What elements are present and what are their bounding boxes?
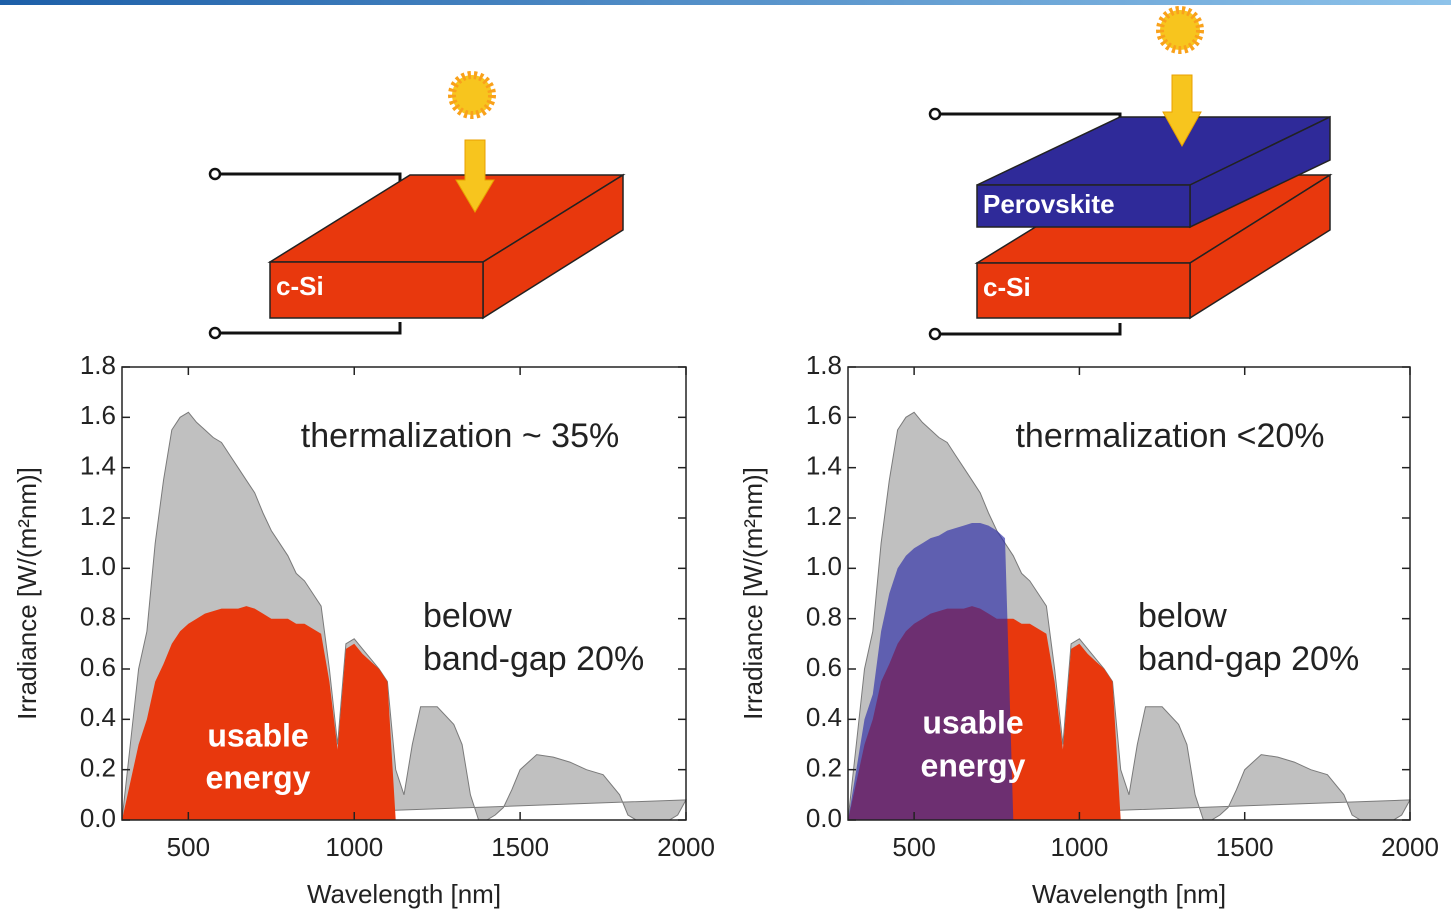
x-axis-label: Wavelength [nm] bbox=[307, 879, 501, 909]
y-tick-label: 0.6 bbox=[806, 652, 842, 682]
x-tick-label: 500 bbox=[167, 832, 210, 862]
annotation: below bbox=[423, 597, 512, 635]
annotation: energy bbox=[921, 747, 1026, 783]
annotation: usable bbox=[207, 717, 308, 753]
annotation: thermalization ~ 35% bbox=[301, 417, 619, 455]
annotation: energy bbox=[206, 759, 311, 795]
y-tick-label: 1.2 bbox=[80, 501, 116, 531]
y-tick-label: 1.8 bbox=[806, 350, 842, 380]
x-tick-label: 2000 bbox=[1381, 832, 1439, 862]
y-tick-label: 0.8 bbox=[80, 602, 116, 632]
plot-frame bbox=[121, 366, 687, 821]
device-left: c-Si bbox=[208, 71, 626, 340]
y-tick-label: 0.4 bbox=[806, 702, 842, 732]
annotation: band-gap 20% bbox=[423, 640, 644, 678]
x-tick-label: 500 bbox=[892, 832, 935, 862]
y-tick-label: 0.8 bbox=[806, 602, 842, 632]
plot-frame bbox=[847, 366, 1411, 821]
x-axis-label: Wavelength [nm] bbox=[1032, 879, 1226, 909]
y-tick-label: 1.8 bbox=[80, 350, 116, 380]
y-tick-label: 1.6 bbox=[80, 400, 116, 430]
spectrum-area bbox=[848, 523, 1014, 820]
annotation: usable bbox=[922, 704, 1023, 740]
x-tick-label: 1500 bbox=[491, 832, 549, 862]
y-tick-label: 0.2 bbox=[806, 753, 842, 783]
layer-label: c-Si bbox=[276, 271, 324, 301]
y-tick-label: 0.6 bbox=[80, 652, 116, 682]
top-bar bbox=[0, 0, 1451, 5]
device-right: Perovskite c-Si bbox=[928, 6, 1333, 341]
annotation: below bbox=[1138, 597, 1227, 635]
spectrum-area bbox=[122, 606, 396, 820]
y-tick-label: 0.0 bbox=[80, 803, 116, 833]
y-tick-label: 1.4 bbox=[806, 451, 842, 481]
y-tick-label: 1.4 bbox=[80, 451, 116, 481]
y-tick-label: 1.0 bbox=[806, 551, 842, 581]
layer-label: Perovskite bbox=[983, 189, 1115, 219]
y-tick-label: 1.0 bbox=[80, 551, 116, 581]
x-tick-label: 1000 bbox=[325, 832, 383, 862]
y-axis-label: Irradiance [W/(m²nm)] bbox=[12, 467, 42, 720]
layer-label: c-Si bbox=[983, 272, 1031, 302]
y-axis-label: Irradiance [W/(m²nm)] bbox=[738, 467, 768, 720]
x-tick-label: 1000 bbox=[1050, 832, 1108, 862]
annotation: band-gap 20% bbox=[1138, 640, 1359, 678]
y-tick-label: 0.2 bbox=[80, 753, 116, 783]
x-tick-label: 1500 bbox=[1216, 832, 1274, 862]
y-tick-label: 0.4 bbox=[80, 702, 116, 732]
y-tick-label: 0.0 bbox=[806, 803, 842, 833]
y-tick-label: 1.2 bbox=[806, 501, 842, 531]
x-tick-label: 2000 bbox=[657, 832, 715, 862]
annotation: thermalization <20% bbox=[1015, 417, 1324, 455]
y-tick-label: 1.6 bbox=[806, 400, 842, 430]
